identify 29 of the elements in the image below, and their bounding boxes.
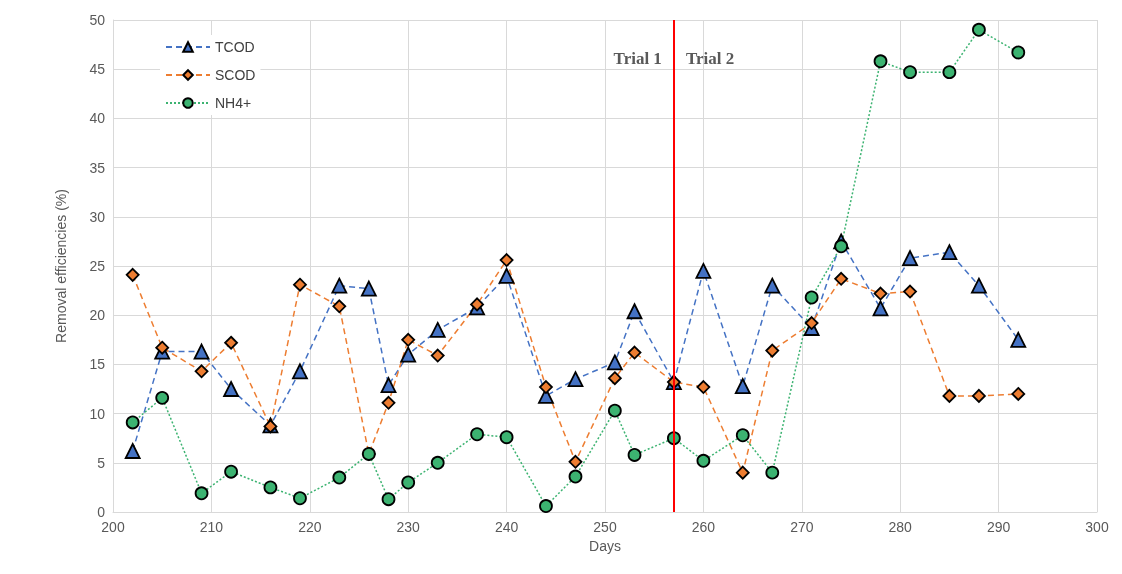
y-tick-label: 15 [89,356,106,373]
x-axis-title: Days [589,537,621,554]
x-tick-label: 220 [298,519,322,535]
y-tick-label: 0 [97,504,106,520]
x-tick-label: 270 [790,519,814,535]
y-tick-label: 10 [89,405,106,422]
y-tick-label: 20 [89,307,106,324]
y-tick-label: 40 [89,110,106,127]
legend-label: NH4+ [215,95,252,111]
legend-label: TCOD [215,39,255,55]
x-tick-label: 210 [199,519,224,535]
x-tick-label: 250 [593,519,617,535]
y-tick-label: 35 [89,159,106,176]
x-tick-label: 300 [1085,519,1109,535]
x-tick-label: 260 [691,519,716,535]
legend-label: SCOD [215,67,256,83]
y-axis-title: Removal efficiencies (%) [53,189,69,343]
y-tick-label: 25 [89,258,106,274]
y-tick-label: 45 [89,61,106,78]
y-tick-label: 30 [89,208,106,225]
y-tick-label: 50 [89,12,106,28]
annotation: Trial 2 [685,48,735,68]
x-tick-label: 200 [101,519,125,535]
x-tick-label: 230 [396,519,421,535]
y-tick-label: 5 [97,454,106,471]
x-tick-label: 240 [494,519,519,535]
x-tick-label: 290 [986,519,1011,535]
annotation: Trial 1 [613,48,662,68]
x-tick-label: 280 [888,519,913,535]
